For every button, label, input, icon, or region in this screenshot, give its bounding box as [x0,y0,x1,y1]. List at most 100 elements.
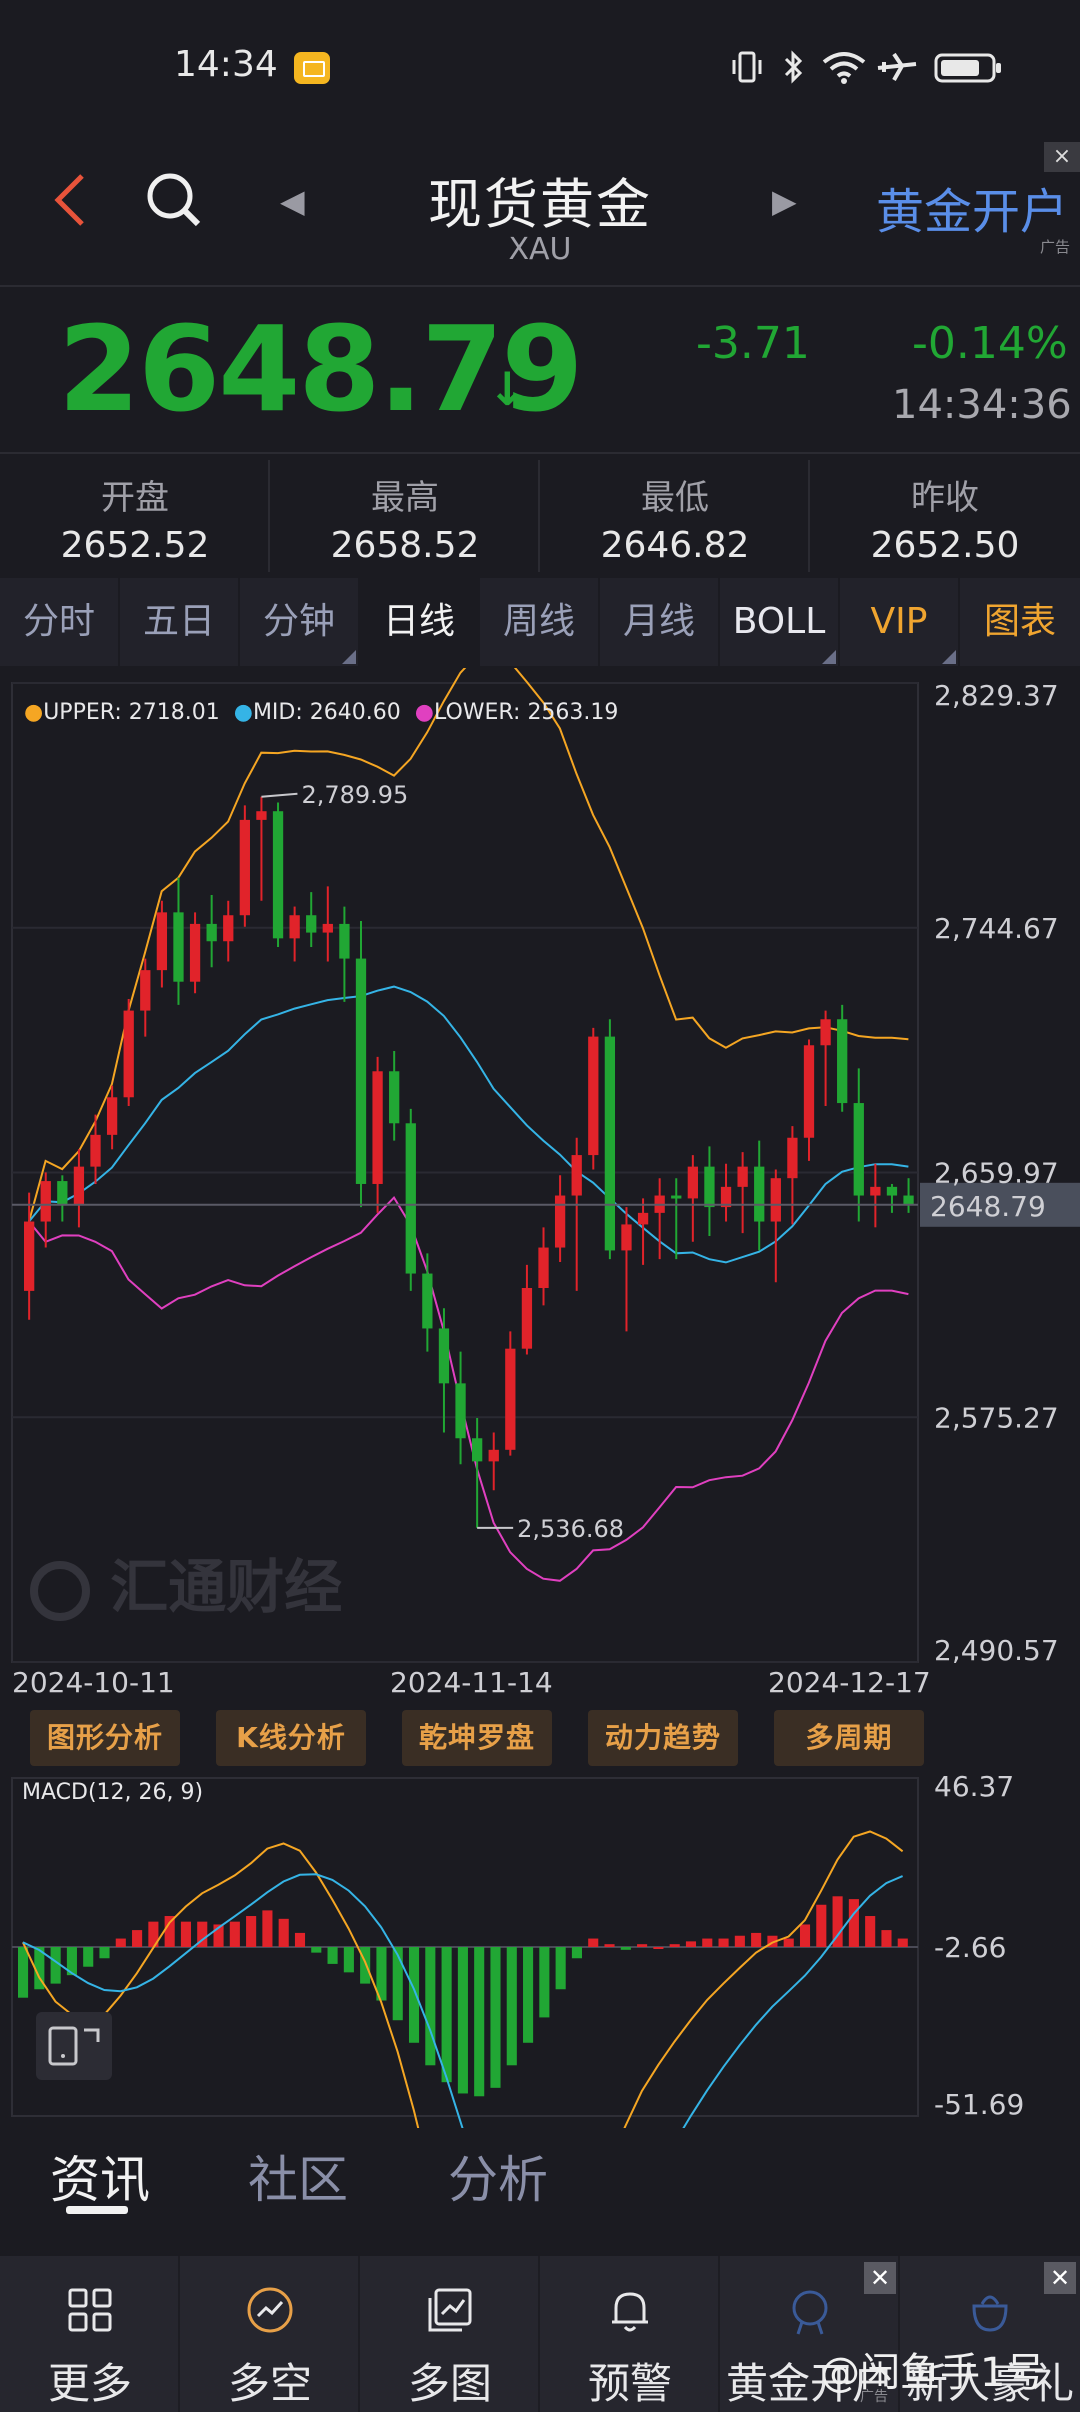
macd-histogram-bar [132,1930,143,1947]
stat-high: 最高 2658.52 [270,458,540,576]
bluetooth-icon [780,50,808,84]
candle-body [803,1045,815,1138]
nav-more[interactable]: 更多 [0,2256,180,2412]
stat-open: 开盘 2652.52 [0,458,270,576]
current-price: 2648.79 [58,300,583,438]
candle-body [604,1036,616,1251]
ad-close-button[interactable]: × [1044,142,1080,172]
tab-daily[interactable]: 日线 [360,578,480,666]
tool-compass[interactable]: 乾坤罗盘 [402,1710,552,1766]
candle-body [355,958,367,1184]
ad-open-account-link[interactable]: 黄金开户 [876,184,1069,240]
status-bar: 14:34 [0,0,1080,135]
legend-mid-name: MID [252,700,296,725]
tab-label: VIP [870,601,928,642]
macd-histogram-bar [408,1947,420,2043]
macd-histogram-bar [620,1947,631,1950]
nav-label: 更多 [47,2359,132,2408]
close-icon[interactable]: ✕ [864,2262,896,2294]
watermark-logo-icon [30,1560,90,1621]
macd-histogram-bar [734,1935,745,1947]
tool-multi-period[interactable]: 多周期 [774,1710,924,1766]
next-symbol-icon[interactable]: ▶ [772,182,797,220]
candle-body [687,1166,698,1199]
tool-pattern-analysis[interactable]: 图形分析 [30,1710,180,1766]
macd-histogram-bar [881,1930,892,1947]
macd-histogram-bar [702,1938,713,1947]
watermark-bottom: @闲鱼手1号 [820,2350,1046,2396]
candle-body [24,1221,35,1291]
tool-kline-analysis[interactable]: K线分析 [216,1710,366,1766]
search-icon[interactable] [144,170,204,234]
page-title: 现货黄金 [428,173,652,236]
macd-histogram-bar [99,1947,110,1959]
back-icon[interactable] [48,170,92,234]
candle-body [239,819,250,916]
nav-multi-chart[interactable]: 多图 [360,2256,540,2412]
tab-analysis[interactable]: 分析 [448,2151,548,2209]
tab-boll[interactable]: BOLL [720,578,840,666]
macd-histogram-bar [327,1947,338,1964]
y-tick-label: 2,575.27 [934,1401,1059,1434]
stat-prev-close: 昨收 2652.50 [810,458,1080,576]
candle-body [322,923,333,933]
candle-body [886,1186,898,1196]
macd-histogram-bar [66,1947,77,1976]
period-tabs: 分时 五日 分钟 日线 周线 月线 BOLL VIP 图表 [0,578,1080,666]
macd-histogram-bar [799,1924,811,1947]
tab-label: BOLL [732,601,826,642]
candle-body [306,915,317,933]
boll-upper-line [28,668,909,1222]
multi-chart-icon [428,2288,472,2332]
candle-body [571,1155,582,1196]
legend-dot-mid: ● [233,700,253,725]
message-notification-icon [294,52,330,84]
high-annotation: 2,789.95 [301,781,408,809]
macd-histogram-bar [278,1918,289,1947]
candle-body [73,1166,85,1205]
prev-symbol-icon[interactable]: ◀ [280,182,305,220]
macd-histogram-bar [34,1947,45,1990]
tab-five-day[interactable]: 五日 [120,578,240,666]
nav-alerts[interactable]: 预警 [540,2256,720,2412]
tab-chart-settings[interactable]: 图表 [983,601,1056,642]
tab-vip[interactable]: VIP [840,578,960,666]
boll-lower-line [28,1195,909,1582]
candle-body [737,1166,748,1187]
macd-histogram-bar [262,1910,273,1947]
tab-intraday[interactable]: 分时 [0,578,120,666]
nav-ad-new-user-gift[interactable]: 新人豪礼 [900,2256,1080,2412]
x-tick-label: 2024-11-14 [390,1666,553,1699]
boll-legend: ●UPPER: 2718.01 ●MID: 2640.60 ●LOWER: 25… [24,700,619,725]
macd-histogram-bar [474,1947,485,2097]
macd-label: MACD(12, 26, 9) [22,1780,204,1805]
close-icon[interactable]: ✕ [1044,2262,1076,2294]
macd-histogram-bar [653,1947,664,1949]
candle-body [754,1166,765,1222]
candle-body [488,1449,499,1462]
tab-monthly[interactable]: 月线 [600,578,720,666]
fullscreen-toggle-icon[interactable] [36,2012,112,2080]
tab-community[interactable]: 社区 [248,2151,348,2209]
macd-histogram-bar [164,1916,175,1947]
macd-histogram-bar [523,1947,534,2043]
macd-dea-line [22,1873,903,2128]
nav-long-short[interactable]: 多空 [180,2256,360,2412]
candle-body [538,1247,549,1288]
macd-histogram-bar [718,1938,729,1947]
tab-minute[interactable]: 分钟 [240,578,360,666]
candle-body [123,1010,134,1098]
macd-dif-line [21,1830,904,2128]
candle-body [339,923,350,959]
macd-histogram-bar [685,1941,697,1947]
macd-y-tick-label: 46.37 [934,1770,1014,1803]
x-tick-label: 2024-10-11 [12,1666,175,1699]
tool-momentum[interactable]: 动力趋势 [588,1710,738,1766]
tab-weekly[interactable]: 周线 [480,578,600,666]
price-chart[interactable]: 2648.79 2,789.95 2,536.68 2,829.37 2,744.67… [0,668,1080,2128]
tab-news[interactable]: 资讯 [50,2151,150,2209]
macd-histogram-bar [490,1947,501,2088]
macd-histogram-bar [604,1944,615,1947]
status-time: 14:34 [174,44,278,85]
nav-ad-open-account[interactable]: 黄金开户 广告 [720,2256,900,2412]
